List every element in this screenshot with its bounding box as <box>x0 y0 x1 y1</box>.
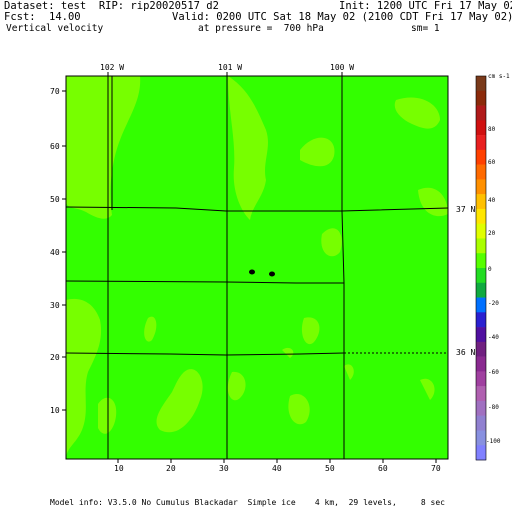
colorbar-label-60: 60 <box>488 159 496 166</box>
colorbar-label-80: 80 <box>488 126 496 133</box>
colorbar-label-40: 40 <box>488 197 496 204</box>
colorbar-swatch <box>476 238 486 254</box>
colorbar-swatch <box>476 341 486 357</box>
lon-label-102w: 102 W <box>100 63 125 72</box>
colorbar-swatch <box>476 297 486 313</box>
colorbar-swatch <box>476 105 486 121</box>
model-info: Model info: V3.5.0 No Cumulus Blackadar … <box>50 498 445 507</box>
dataset-title: Dataset: test RIP: rip20020517 d2 <box>4 0 219 12</box>
lon-label-101w: 101 W <box>218 63 243 72</box>
colorbar-label-m60: -60 <box>488 369 499 376</box>
x-tick-70: 70 <box>431 464 441 473</box>
colorbar-swatch <box>476 253 486 269</box>
smoothing-value: sm= 1 <box>411 23 440 34</box>
x-tick-50: 50 <box>325 464 335 473</box>
y-tick-60: 60 <box>50 142 60 151</box>
colorbar-swatch <box>476 430 486 446</box>
colorbar-swatch <box>476 312 486 328</box>
init-time: Init: 1200 UTC Fri 17 May 02 <box>339 0 512 12</box>
colorbar-swatch <box>476 415 486 431</box>
colorbar-swatch <box>476 371 486 387</box>
station-marker <box>269 271 275 277</box>
colorbar-swatch <box>476 90 486 106</box>
colorbar-label-0: 0 <box>488 266 492 273</box>
station-marker <box>249 269 255 275</box>
colorbar-swatch <box>476 327 486 343</box>
fcst-label: Fcst: <box>4 11 36 23</box>
colorbar-swatch <box>476 120 486 136</box>
colorbar-swatch <box>476 164 486 180</box>
colorbar-label-m20: -20 <box>488 300 499 307</box>
y-tick-40: 40 <box>50 248 60 257</box>
field-name: Vertical velocity <box>6 23 104 34</box>
highlight-regions <box>66 76 448 459</box>
colorbar-swatch <box>476 149 486 165</box>
colorbar-label-m40: -40 <box>488 334 499 341</box>
x-tick-20: 20 <box>166 464 176 473</box>
lon-label-100w: 100 W <box>330 63 355 72</box>
colorbar-swatch <box>476 179 486 195</box>
y-tick-70: 70 <box>50 87 60 96</box>
colorbar-swatch <box>476 356 486 372</box>
colorbar-units: cm s-1 <box>488 73 510 80</box>
colorbar-swatch <box>476 268 486 284</box>
colorbar-swatch <box>476 208 486 224</box>
colorbar <box>476 76 486 461</box>
valid-time: Valid: 0200 UTC Sat 18 May 02 (2100 CDT … <box>172 11 512 23</box>
colorbar-swatch <box>476 194 486 210</box>
colorbar-label-m100: -100 <box>486 438 501 445</box>
pressure-level: at pressure = 700 hPa <box>198 23 324 34</box>
lat-label-37n: 37 N <box>456 205 476 214</box>
x-tick-30: 30 <box>219 464 229 473</box>
map-frame <box>65 75 449 460</box>
colorbar-swatch <box>476 445 486 461</box>
y-tick-50: 50 <box>50 195 60 204</box>
colorbar-swatch <box>476 76 486 92</box>
y-tick-30: 30 <box>50 301 60 310</box>
colorbar-swatch <box>476 282 486 298</box>
y-tick-20: 20 <box>50 353 60 362</box>
colorbar-swatch <box>476 386 486 402</box>
axis-ticks <box>62 72 437 463</box>
fcst-value: 14.00 <box>49 11 81 23</box>
colorbar-swatch <box>476 400 486 416</box>
colorbar-label-m80: -80 <box>488 404 499 411</box>
colorbar-label-20: 20 <box>488 230 496 237</box>
colorbar-frame <box>475 75 487 461</box>
x-tick-60: 60 <box>378 464 388 473</box>
lat-label-36n: 36 N <box>456 348 476 357</box>
x-tick-10: 10 <box>114 464 124 473</box>
colorbar-swatch <box>476 135 486 151</box>
colorbar-swatch <box>476 223 486 239</box>
y-tick-10: 10 <box>50 406 60 415</box>
county-boundaries <box>65 76 449 459</box>
x-tick-40: 40 <box>272 464 282 473</box>
